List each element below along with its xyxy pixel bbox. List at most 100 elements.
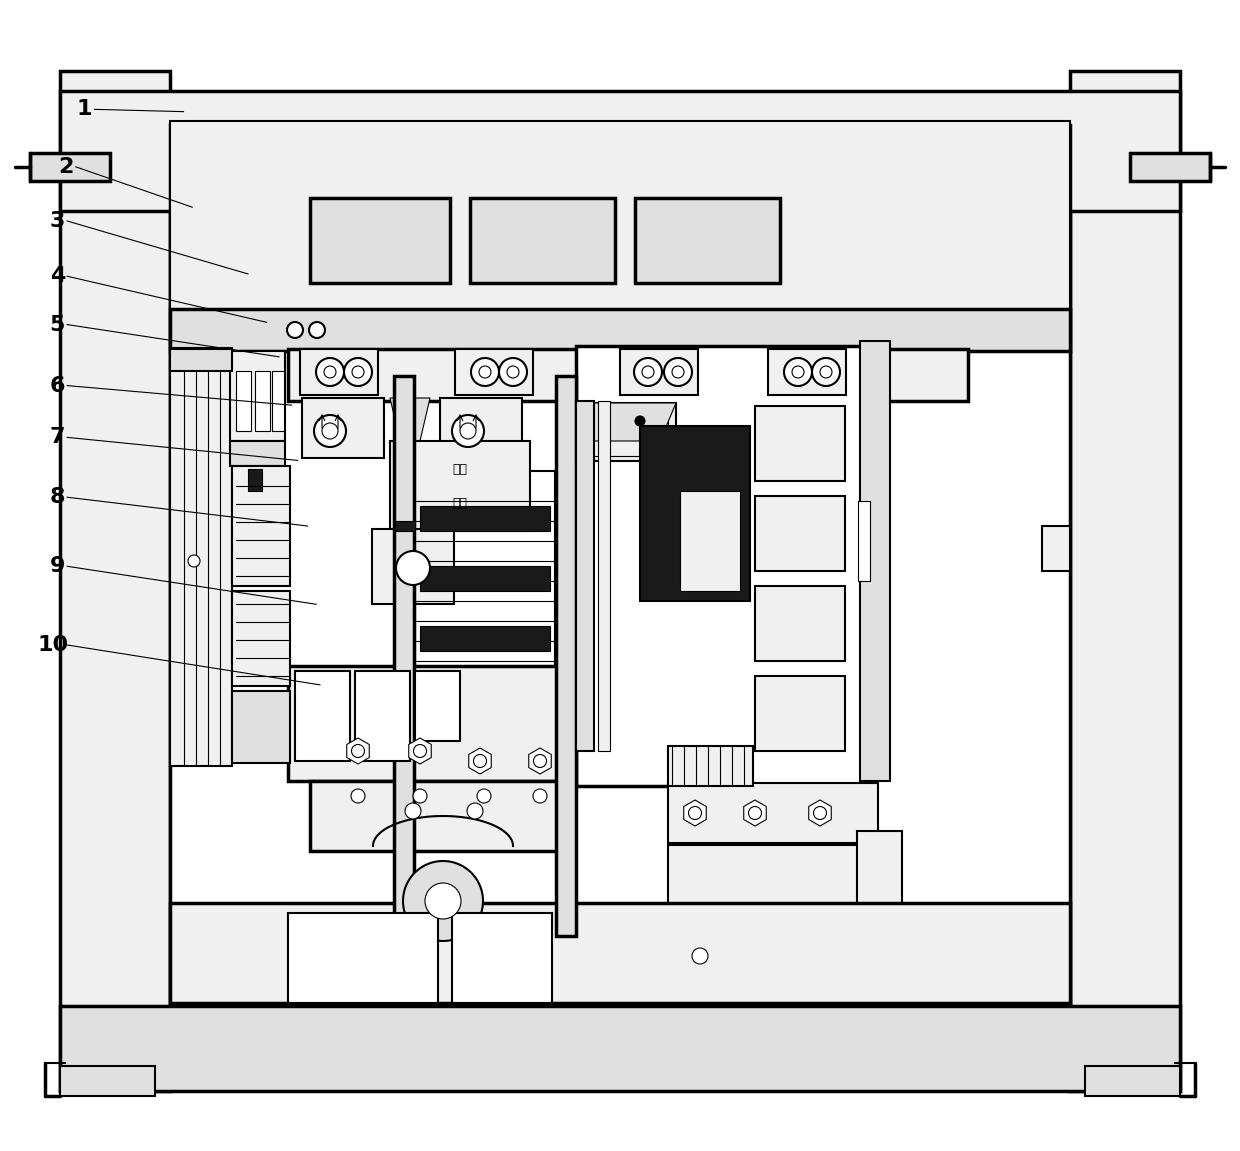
Circle shape <box>351 788 365 803</box>
Bar <box>272 371 284 430</box>
Bar <box>1085 1066 1180 1096</box>
Bar <box>640 426 750 601</box>
Circle shape <box>460 424 476 439</box>
Circle shape <box>351 745 365 757</box>
Text: 6: 6 <box>50 375 64 396</box>
Bar <box>1042 526 1070 571</box>
Circle shape <box>482 948 498 965</box>
Circle shape <box>453 416 484 447</box>
Circle shape <box>188 555 200 567</box>
Bar <box>420 566 551 590</box>
Bar <box>668 746 753 786</box>
Bar <box>310 782 575 851</box>
Circle shape <box>533 788 547 803</box>
Bar <box>355 671 410 761</box>
Bar <box>232 691 290 763</box>
Circle shape <box>792 366 804 378</box>
Bar <box>1070 71 1180 1091</box>
Bar <box>60 1006 1180 1091</box>
Bar <box>861 341 890 782</box>
Bar <box>229 351 285 441</box>
Bar <box>60 71 170 1091</box>
Bar <box>577 401 594 750</box>
Circle shape <box>425 883 461 918</box>
Polygon shape <box>469 748 491 773</box>
Bar <box>288 666 583 782</box>
Circle shape <box>343 358 372 386</box>
Circle shape <box>314 416 346 447</box>
Bar <box>288 913 438 1003</box>
Bar <box>598 401 610 750</box>
Bar <box>295 671 350 761</box>
Bar <box>232 466 290 586</box>
Bar <box>170 125 1070 1003</box>
Circle shape <box>413 745 427 757</box>
Bar <box>396 521 415 531</box>
Bar <box>755 676 844 750</box>
Bar <box>170 348 232 767</box>
Bar <box>288 349 968 401</box>
Circle shape <box>498 358 527 386</box>
Polygon shape <box>391 398 430 441</box>
Polygon shape <box>347 738 370 764</box>
Bar <box>556 376 577 936</box>
Bar <box>858 501 870 581</box>
Circle shape <box>316 358 343 386</box>
Circle shape <box>820 366 832 378</box>
Bar <box>229 441 285 466</box>
Bar <box>391 441 529 531</box>
Bar <box>857 831 901 951</box>
Bar <box>668 783 878 843</box>
Circle shape <box>479 366 491 378</box>
Bar <box>60 1066 155 1096</box>
Circle shape <box>352 366 365 378</box>
Bar <box>453 913 552 1003</box>
Circle shape <box>471 358 498 386</box>
Text: 2: 2 <box>58 157 73 177</box>
Circle shape <box>692 948 708 965</box>
Polygon shape <box>528 748 552 773</box>
Circle shape <box>403 861 484 942</box>
Circle shape <box>309 322 325 338</box>
Bar <box>170 904 1070 1003</box>
Bar <box>857 929 957 951</box>
Bar <box>755 586 844 661</box>
Text: 9: 9 <box>50 556 64 577</box>
Bar <box>755 496 844 571</box>
Circle shape <box>663 358 692 386</box>
Bar <box>170 308 1070 351</box>
Circle shape <box>396 551 430 585</box>
Circle shape <box>688 807 702 820</box>
Bar <box>303 398 384 458</box>
Bar <box>372 529 454 604</box>
Circle shape <box>812 358 839 386</box>
Circle shape <box>533 755 547 768</box>
Circle shape <box>784 358 812 386</box>
Circle shape <box>642 366 653 378</box>
Bar <box>310 198 450 283</box>
Bar <box>232 590 290 686</box>
Bar <box>255 371 270 430</box>
Circle shape <box>634 358 662 386</box>
Text: 10: 10 <box>37 634 68 655</box>
Circle shape <box>474 755 486 768</box>
Text: 7: 7 <box>50 427 64 448</box>
Bar <box>620 349 698 395</box>
Circle shape <box>405 803 422 820</box>
Circle shape <box>477 788 491 803</box>
Bar <box>300 349 378 395</box>
Text: 5: 5 <box>50 314 64 335</box>
Bar <box>30 153 110 181</box>
Text: 3: 3 <box>50 211 64 231</box>
Circle shape <box>322 424 339 439</box>
Bar <box>680 491 740 590</box>
Text: 1: 1 <box>77 99 92 120</box>
Bar <box>635 198 780 283</box>
Bar <box>580 407 668 456</box>
Circle shape <box>749 807 761 820</box>
Text: 分闸: 分闸 <box>453 496 467 510</box>
Bar <box>170 349 232 371</box>
Text: 8: 8 <box>50 487 64 508</box>
Bar <box>1130 153 1210 181</box>
Circle shape <box>507 366 520 378</box>
